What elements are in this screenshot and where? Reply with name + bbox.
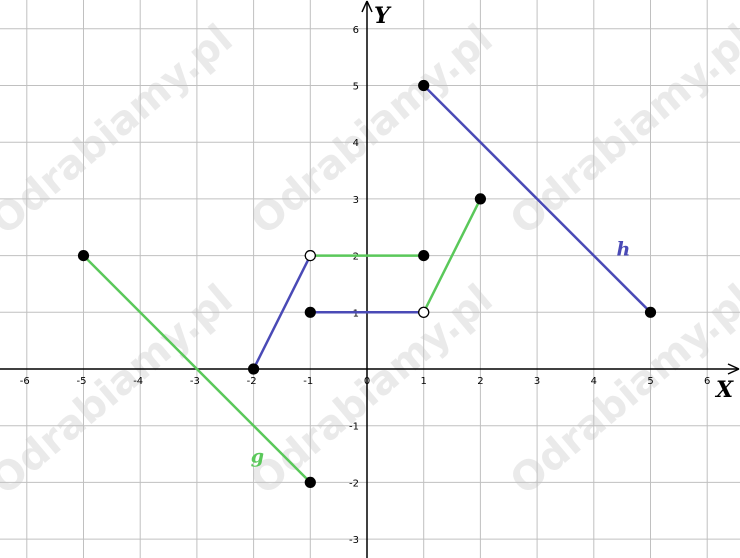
y-axis-title: Y	[374, 3, 392, 29]
watermark-text: Odrabiamy.pl	[242, 16, 502, 244]
x-tick-label: 4	[591, 376, 597, 387]
y-tick-label: 2	[353, 252, 359, 263]
closed-endpoint	[77, 250, 90, 262]
open-endpoint	[418, 306, 430, 318]
y-tick-label: -3	[349, 535, 359, 546]
closed-endpoint	[644, 306, 657, 318]
segment-g	[82, 254, 312, 484]
closed-endpoint	[304, 476, 316, 488]
x-tick-label: -6	[20, 376, 30, 387]
closed-endpoint	[474, 193, 486, 205]
x-tick-label: 0	[364, 376, 370, 387]
y-tick-label: 5	[353, 82, 359, 93]
x-tick-label: -5	[77, 376, 87, 387]
x-axis-title: X	[714, 377, 734, 403]
y-tick-label: 1	[353, 308, 359, 319]
x-tick-label: -4	[133, 376, 143, 387]
x-tick-label: 2	[477, 376, 483, 387]
x-tick-label: 5	[647, 376, 653, 387]
series-label-h: h	[616, 239, 630, 261]
closed-endpoint	[248, 363, 260, 375]
closed-endpoint	[418, 250, 430, 262]
watermark-text: Odrabiamy.pl	[0, 276, 241, 504]
x-tick-label: 6	[704, 376, 710, 387]
y-tick-label: -1	[349, 422, 359, 433]
open-endpoint	[304, 250, 316, 262]
x-tick-label: -3	[190, 376, 200, 387]
segment-h	[252, 254, 312, 371]
watermark-text: Odrabiamy.pl	[242, 276, 502, 504]
y-tick-label: 4	[353, 138, 359, 149]
y-tick-label: 3	[353, 195, 359, 206]
x-tick-label: -2	[247, 376, 257, 387]
closed-endpoint	[418, 79, 430, 92]
x-tick-label: 1	[421, 376, 427, 387]
segment-g	[422, 197, 482, 314]
x-tick-label: 3	[534, 376, 540, 387]
watermark-text: Odrabiamy.pl	[0, 16, 241, 244]
y-tick-label: -2	[349, 478, 359, 489]
segment-endpoints	[77, 79, 657, 488]
function-labels: gh	[251, 239, 631, 468]
series-label-g: g	[251, 446, 264, 468]
x-axis-arrow	[727, 363, 740, 375]
y-tick-label: 6	[353, 25, 359, 36]
closed-endpoint	[304, 306, 316, 318]
x-tick-label: -1	[303, 376, 313, 387]
function-segments	[82, 84, 652, 484]
segment-h	[422, 84, 652, 314]
tick-labels: -6 -5 -4 -3 -2 -1 0 1 2 3 4 5 6 -3 -2 -1 1 2 3 4 5 6	[20, 25, 711, 546]
y-axis-arrow	[361, 0, 373, 13]
